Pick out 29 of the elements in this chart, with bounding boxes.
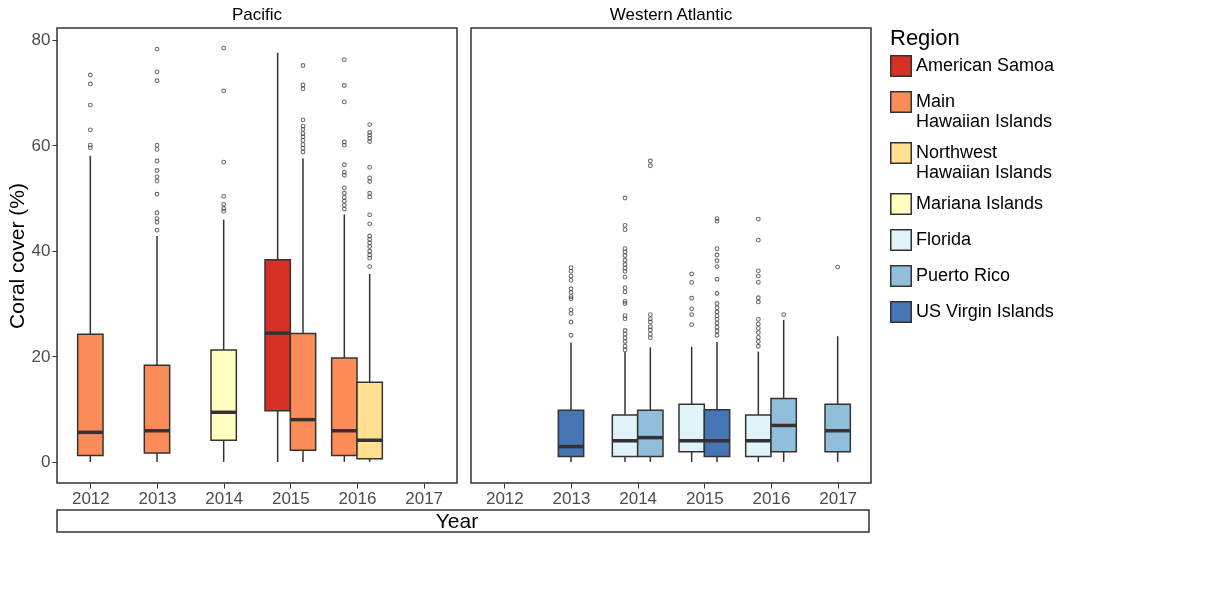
x-tick-label: 2013 — [552, 488, 591, 508]
y-tick-label: 0 — [41, 452, 51, 472]
y-axis-title: Coral cover (%) — [4, 183, 28, 329]
legend-label: Florida — [916, 229, 973, 249]
legend-label: US Virgin Islands — [916, 301, 1054, 321]
x-tick-label: 2015 — [685, 488, 724, 508]
legend-label: American Samoa — [916, 55, 1056, 75]
x-tick-label: 2013 — [138, 488, 177, 508]
x-tick-label: 2012 — [485, 488, 524, 508]
legend-label: Main Hawaiian Islands — [916, 91, 1053, 131]
legend-label: Northwest Hawaiian Islands — [916, 142, 1053, 182]
x-tick-label: 2017 — [819, 488, 858, 508]
x-tick-label: 2016 — [752, 488, 791, 508]
chart-title: Pacific — [231, 5, 283, 24]
legend-title: Region — [890, 25, 960, 50]
x-tick-label: 2012 — [71, 488, 110, 508]
y-tick-label: 20 — [31, 346, 51, 366]
x-tick-label: 2015 — [271, 488, 310, 508]
y-tick-label: 40 — [31, 241, 51, 261]
legend-label: Puerto Rico — [916, 265, 1011, 285]
y-tick-label: 80 — [31, 30, 51, 50]
x-axis-title: Year — [435, 509, 479, 532]
y-tick-label: 60 — [31, 135, 51, 155]
x-tick-label: 2014 — [619, 488, 658, 508]
x-tick-label: 2017 — [405, 488, 444, 508]
x-tick-label: 2016 — [338, 488, 377, 508]
legend-label: Mariana Islands — [916, 193, 1044, 213]
chart-title: Western Atlantic — [609, 5, 733, 24]
x-tick-label: 2014 — [205, 488, 244, 508]
